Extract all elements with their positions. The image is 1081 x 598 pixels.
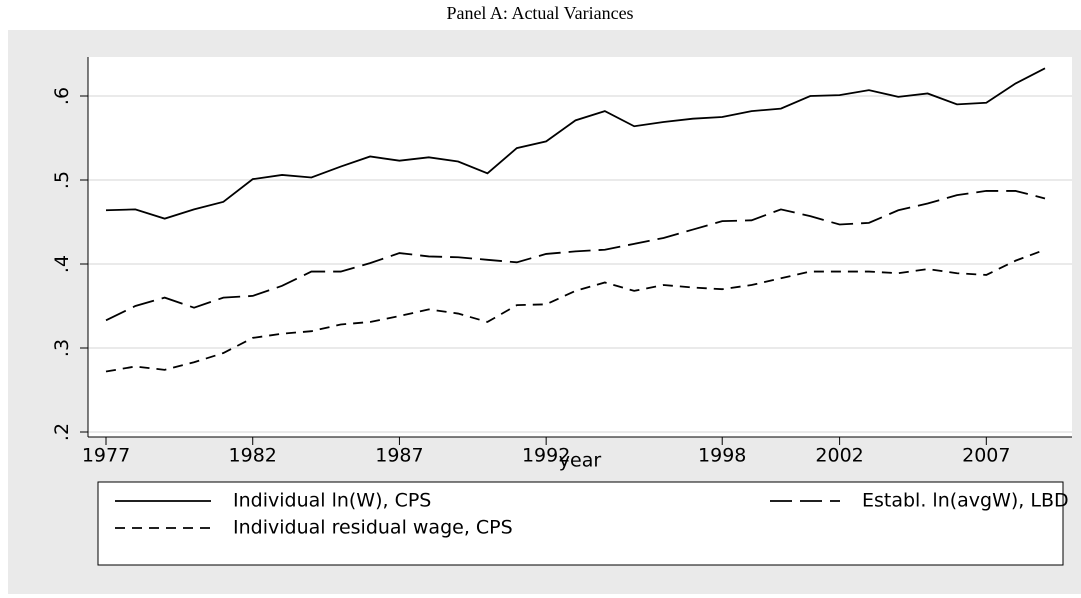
x-tick-label: 1982: [229, 445, 277, 467]
x-tick-label: 1998: [698, 445, 746, 467]
line-series: [105, 67, 1046, 220]
chart-title: Panel A: Actual Variances: [446, 3, 633, 23]
x-tick-label: 1987: [375, 445, 423, 467]
y-tick-label: .5: [51, 171, 73, 189]
legend-label: Individual residual wage, CPS: [233, 517, 513, 539]
x-tick-label: 1992: [522, 445, 570, 467]
legend: [97, 481, 1064, 566]
line-series: [105, 190, 1046, 322]
line-series: [105, 248, 1046, 373]
legend-label: Establ. ln(avgW), LBD: [862, 490, 1069, 512]
x-axis-label: year: [559, 450, 602, 472]
y-tick-label: .2: [51, 423, 73, 441]
y-tick-label: .3: [51, 339, 73, 357]
x-tick-label: 2007: [962, 445, 1010, 467]
y-tick-label: .6: [51, 87, 73, 105]
x-tick-label: 2002: [815, 445, 863, 467]
plot-region: [88, 57, 1072, 437]
y-tick-label: .4: [51, 255, 73, 273]
x-tick-label: 1977: [82, 445, 130, 467]
legend-label: Individual ln(W), CPS: [233, 490, 431, 512]
